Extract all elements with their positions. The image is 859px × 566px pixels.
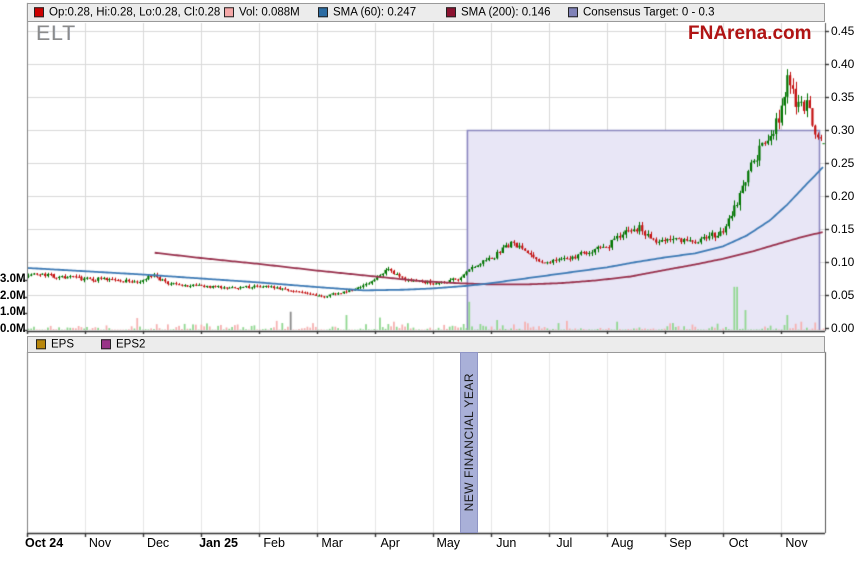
date-axis-label: Nov (88, 536, 112, 550)
date-axis-label: Feb (263, 536, 285, 550)
eps-legend-label: EPS (51, 337, 75, 350)
volume-axis-label: 1.0M (0, 306, 26, 319)
price-axis-label: 0.45 (831, 24, 855, 38)
indicator-legend-swatch-icon (224, 7, 234, 18)
eps-legend-item: EPS (36, 337, 75, 351)
date-axis-label: Oct (728, 536, 749, 550)
date-axis-label: Dec (146, 536, 170, 550)
volume-axis-label: 3.0M (0, 273, 26, 286)
indicator-legend-label: SMA (60): 0.247 (333, 5, 417, 18)
indicator-legend-item: Vol: 0.088M (224, 5, 300, 19)
indicator-legend-label: Consensus Target: 0 - 0.3 (583, 5, 715, 18)
price-axis-label: 0.10 (831, 255, 855, 269)
eps-legend-item: EPS2 (101, 337, 146, 351)
date-axis-label: Oct 24 (25, 536, 64, 550)
indicator-legend-label: Vol: 0.088M (239, 5, 300, 18)
price-axis-label: 0.35 (831, 90, 855, 104)
price-axis-label: 0.20 (831, 189, 855, 203)
new-financial-year-label: NEW FINANCIAL YEAR (462, 373, 476, 512)
indicator-legend-item: SMA (60): 0.247 (318, 5, 417, 19)
price-axis-label: 0.25 (831, 156, 855, 170)
indicator-legend-swatch-icon (446, 7, 456, 18)
ticker-symbol: ELT (36, 22, 76, 45)
price-axis-label: 0.00 (831, 321, 855, 335)
indicator-legend-item: Op:0.28, Hi:0.28, Lo:0.28, Cl:0.28 (34, 5, 221, 19)
date-axis-label: Nov (785, 536, 808, 550)
date-axis-label: Mar (321, 536, 343, 550)
price-axis-label: 0.40 (831, 57, 855, 71)
eps-legend: EPS EPS2 (27, 336, 825, 353)
eps-legend-swatch-icon (36, 339, 46, 350)
volume-axis-label: 2.0M (0, 289, 26, 302)
date-axis-label: Jun (496, 536, 517, 550)
price-axis-label: 0.05 (831, 288, 855, 302)
indicator-legend-label: Op:0.28, Hi:0.28, Lo:0.28, Cl:0.28 (49, 5, 221, 18)
eps-legend-label: EPS2 (116, 337, 146, 350)
indicator-legend-item: Consensus Target: 0 - 0.3 (568, 5, 715, 19)
price-axis-label: 0.30 (831, 123, 855, 137)
date-axis-label: Sep (669, 536, 692, 550)
indicator-legend-swatch-icon (318, 7, 328, 18)
indicator-legend-item: SMA (200): 0.146 (446, 5, 551, 19)
indicator-legend-swatch-icon (34, 7, 44, 18)
main-legend: Op:0.28, Hi:0.28, Lo:0.28, Cl:0.28 Vol: 0… (27, 3, 825, 22)
fnarena-watermark[interactable]: FNArena.com (688, 23, 812, 44)
date-axis-label: Jul (556, 536, 573, 550)
price-axis-label: 0.15 (831, 222, 855, 236)
date-axis-label: May (436, 536, 461, 550)
date-axis-label: Aug (611, 536, 634, 550)
indicator-legend-swatch-icon (568, 7, 578, 18)
new-financial-year-band: NEW FINANCIAL YEAR (460, 352, 478, 533)
date-axis-label: Apr (380, 536, 400, 550)
volume-axis-label: 0.0M (0, 323, 26, 335)
eps-legend-swatch-icon (101, 339, 111, 350)
date-axis-label: Jan 25 (199, 536, 239, 550)
indicator-legend-label: SMA (200): 0.146 (461, 5, 551, 18)
